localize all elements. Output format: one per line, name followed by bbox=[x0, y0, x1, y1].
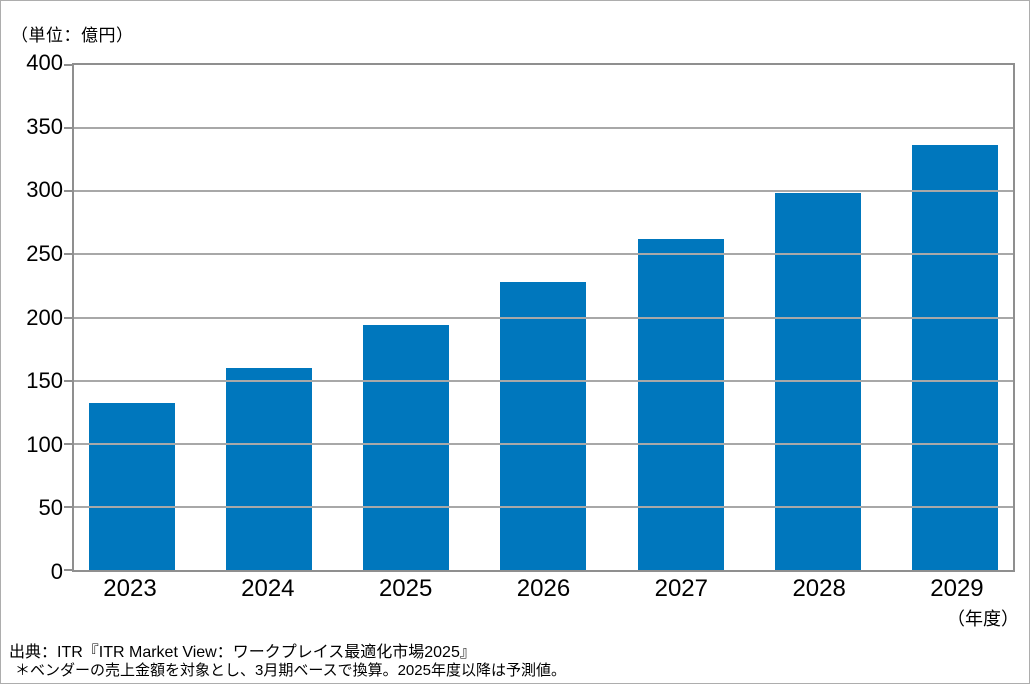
bar-2025 bbox=[363, 325, 450, 570]
x-tick-label-2028: 2028 bbox=[792, 575, 846, 602]
x-tick-label-2029: 2029 bbox=[930, 575, 984, 602]
x-tick-label-2024: 2024 bbox=[241, 575, 295, 602]
x-axis-unit-label: （年度） bbox=[947, 609, 1019, 629]
gridline-300 bbox=[74, 190, 1013, 193]
gridline-150 bbox=[74, 379, 1013, 382]
y-tick-mark-200 bbox=[64, 316, 72, 319]
x-axis-labels: 2023 2024 2025 2026 2027 2028 2029 bbox=[72, 577, 1015, 601]
y-tick-label-400: 400 bbox=[26, 50, 63, 75]
x-tick-label-2025: 2025 bbox=[378, 575, 433, 602]
footnote-text: ＊ベンダーの売上金額を対象とし、3月期ベースで換算。2025年度以降は予測値。 bbox=[15, 662, 566, 679]
y-tick-label-0: 0 bbox=[50, 559, 63, 584]
y-tick-label-50: 50 bbox=[38, 495, 63, 521]
y-tick-mark-350 bbox=[64, 127, 72, 130]
y-tick-label-100: 100 bbox=[26, 431, 63, 457]
plot-area bbox=[64, 63, 1015, 572]
y-axis-unit-label: （単位：億円） bbox=[11, 26, 134, 45]
y-tick-mark-400 bbox=[64, 64, 72, 66]
gridline-100 bbox=[74, 442, 1013, 445]
y-axis-labels: 0 50 100 150 200 250 300 350 400 bbox=[1, 52, 63, 583]
gridline-250 bbox=[74, 253, 1013, 256]
source-text: 出典：ITR『ITR Market View：ワークプレイス最適化市場2025』 bbox=[9, 644, 476, 661]
y-tick-label-200: 200 bbox=[26, 304, 63, 330]
gridline-50 bbox=[74, 505, 1013, 508]
bar-2027 bbox=[637, 239, 724, 570]
y-tick-mark-50 bbox=[64, 505, 72, 508]
x-tick-label-2026: 2026 bbox=[516, 575, 571, 602]
bar-2023 bbox=[89, 403, 175, 570]
gridline-200 bbox=[74, 316, 1013, 319]
y-tick-label-300: 300 bbox=[26, 177, 63, 203]
gridline-350 bbox=[74, 127, 1013, 130]
bar-2024 bbox=[226, 368, 313, 570]
x-tick-label-2027: 2027 bbox=[654, 575, 708, 602]
bar-2029 bbox=[911, 144, 998, 570]
y-tick-mark-150 bbox=[64, 379, 72, 382]
bar-2026 bbox=[500, 282, 587, 570]
x-tick-label-2023: 2023 bbox=[103, 575, 157, 602]
y-tick-label-150: 150 bbox=[26, 368, 63, 394]
y-tick-mark-0 bbox=[64, 569, 72, 571]
y-tick-mark-100 bbox=[64, 442, 72, 445]
y-tick-label-350: 350 bbox=[26, 113, 63, 139]
y-tick-mark-300 bbox=[64, 190, 72, 193]
y-tick-mark-250 bbox=[64, 253, 72, 256]
y-tick-label-250: 250 bbox=[26, 240, 63, 266]
